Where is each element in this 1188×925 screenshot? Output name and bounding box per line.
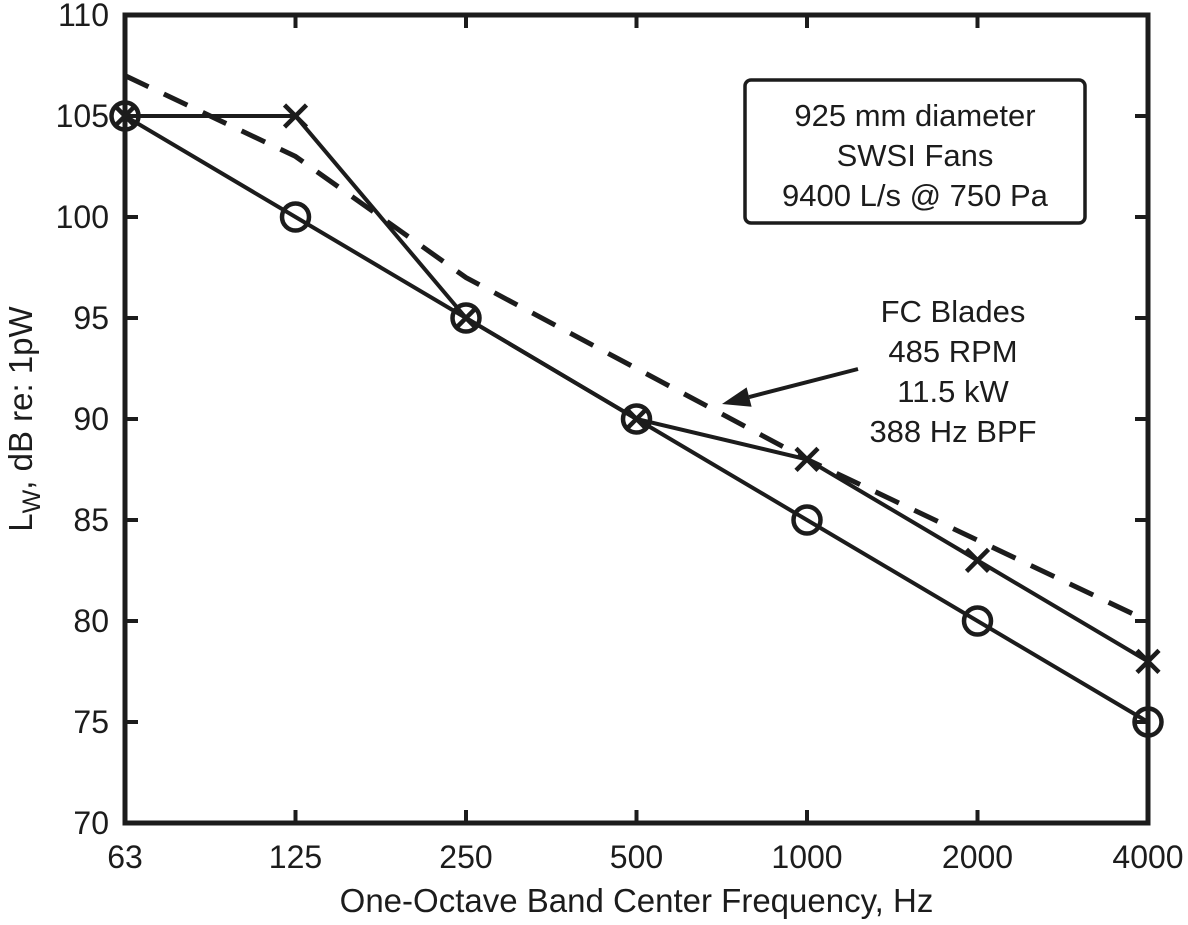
x-marker bbox=[964, 547, 991, 573]
circle-marker bbox=[1132, 706, 1164, 738]
x-tick-label-63: 63 bbox=[107, 839, 143, 875]
annotation-line-4: 388 Hz BPF bbox=[869, 414, 1036, 449]
x-marker bbox=[282, 103, 309, 129]
circle-marker bbox=[450, 302, 482, 334]
x-marker bbox=[453, 305, 479, 331]
x-tick-label-4000: 4000 bbox=[1112, 839, 1183, 875]
circle-marker bbox=[279, 201, 312, 233]
annotation-arrowhead bbox=[722, 387, 752, 407]
info-box-line-3: 9400 L/s @ 750 Pa bbox=[782, 178, 1049, 213]
annotation-line-3: 11.5 kW bbox=[897, 374, 1009, 409]
y-tick-label-70: 70 bbox=[73, 805, 109, 841]
x-axis-title: One-Octave Band Center Frequency, Hz bbox=[340, 882, 934, 919]
y-tick-label-100: 100 bbox=[56, 199, 109, 235]
y-tick-label-110: 110 bbox=[58, 0, 109, 33]
info-box-line-1: 925 mm diameter bbox=[794, 98, 1035, 133]
series-line-fc-blades-dashed bbox=[123, 73, 1150, 624]
y-tick-label-105: 105 bbox=[56, 98, 109, 134]
annotation-arrow-line bbox=[748, 367, 859, 399]
y-axis-title: LW, dB re: 1pW bbox=[2, 305, 46, 531]
y-tick-label-95: 95 bbox=[73, 300, 109, 336]
annotation-line-2: 485 RPM bbox=[888, 334, 1017, 369]
x-marker bbox=[1135, 648, 1161, 674]
x-marker bbox=[794, 446, 820, 472]
x-tick-label-2000: 2000 bbox=[942, 839, 1013, 875]
circle-marker bbox=[620, 403, 653, 435]
x-tick-label-1000: 1000 bbox=[771, 839, 842, 875]
y-tick-label-85: 85 bbox=[73, 502, 109, 538]
y-tick-label-90: 90 bbox=[73, 401, 109, 437]
x-tick-label-500: 500 bbox=[610, 839, 663, 875]
info-box-line-2: SWSI Fans bbox=[837, 138, 994, 173]
x-tick-label-125: 125 bbox=[269, 839, 322, 875]
circle-marker bbox=[791, 504, 823, 536]
x-marker bbox=[112, 103, 138, 129]
y-tick-label-75: 75 bbox=[73, 704, 109, 740]
info-box bbox=[743, 78, 1087, 225]
y-tick-label-80: 80 bbox=[73, 603, 109, 639]
x-marker bbox=[623, 406, 650, 432]
circle-marker bbox=[961, 605, 994, 637]
circle-marker bbox=[109, 100, 141, 132]
x-tick-label-250: 250 bbox=[439, 839, 492, 875]
annotation-line-1: FC Blades bbox=[881, 294, 1026, 329]
